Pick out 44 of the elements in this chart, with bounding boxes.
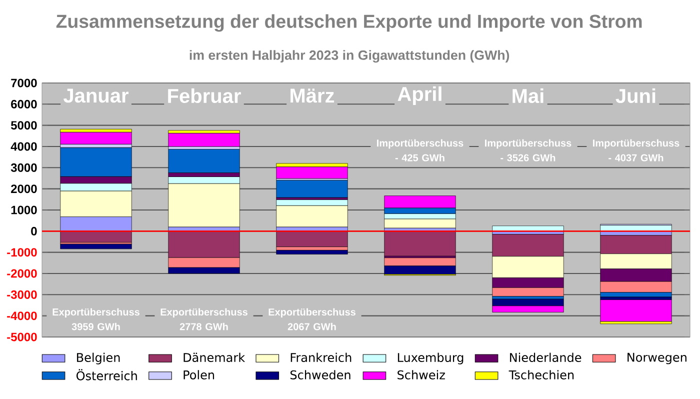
legend-label: Polen xyxy=(184,370,214,380)
legend-label: Österreich xyxy=(76,369,137,380)
y-tick-label: 4000 xyxy=(10,142,37,151)
y-tick-label: 2000 xyxy=(11,184,37,194)
y-tick-label: -2000 xyxy=(7,269,37,278)
bar xyxy=(168,149,240,173)
y-tick-label: -5000 xyxy=(7,332,37,342)
bar xyxy=(276,230,348,247)
x-tick-label: Februar xyxy=(168,88,241,104)
legend-label: Frankreich xyxy=(290,352,352,362)
y-tick-label: 3000 xyxy=(10,163,37,172)
x-tick-label: April xyxy=(398,86,442,105)
annotation: Importüberschuss - 425 GWh xyxy=(377,139,464,162)
annotation: Exportüberschuss 2067 GWh xyxy=(268,308,356,330)
y-tick-label: 1000 xyxy=(11,206,37,214)
x-tick-label: Juni xyxy=(616,88,656,104)
annotation: Exportüberschuss 3959 GWh xyxy=(52,308,140,330)
bar xyxy=(168,132,240,147)
y-tick-label: 7000 xyxy=(11,78,37,88)
legend-label: Norwegen xyxy=(628,352,686,364)
y-tick-label: -1000 xyxy=(7,248,37,257)
chart-title: Zusammensetzung der deutschen Exporte und Importe von Strom xyxy=(56,14,642,32)
y-tick-label: 5000 xyxy=(10,121,37,130)
x-tick-label: Januar xyxy=(64,88,128,103)
legend-label: Luxemburg xyxy=(398,352,464,364)
annotation: Exportüberschuss 2778 GWh xyxy=(160,308,248,330)
annotation: Importüberschuss - 3526 GWh xyxy=(485,139,572,162)
annotation: Importüberschuss - 4037 GWh xyxy=(593,139,680,162)
legend-label: Dänemark xyxy=(184,352,246,362)
legend-label: Belgien xyxy=(77,352,120,364)
chart-subtitle: im ersten Halbjahr 2023 in Gigawattstunden (GWh) xyxy=(190,50,510,63)
y-tick-label: 6000 xyxy=(11,100,37,108)
y-tick-label: -3000 xyxy=(7,290,37,299)
legend-label: Schweiz xyxy=(398,370,445,380)
bar xyxy=(276,250,348,254)
bar xyxy=(600,300,672,322)
x-tick-label: Mai xyxy=(512,88,544,104)
y-tick-label: -4000 xyxy=(7,312,37,320)
y-tick-label: 0 xyxy=(31,226,37,236)
legend-label: Schweden xyxy=(290,370,350,380)
bar xyxy=(60,132,132,144)
legend-label: Niederlande xyxy=(510,352,582,362)
x-tick-label: März xyxy=(290,88,334,103)
legend-label: Tschechien xyxy=(508,370,574,380)
